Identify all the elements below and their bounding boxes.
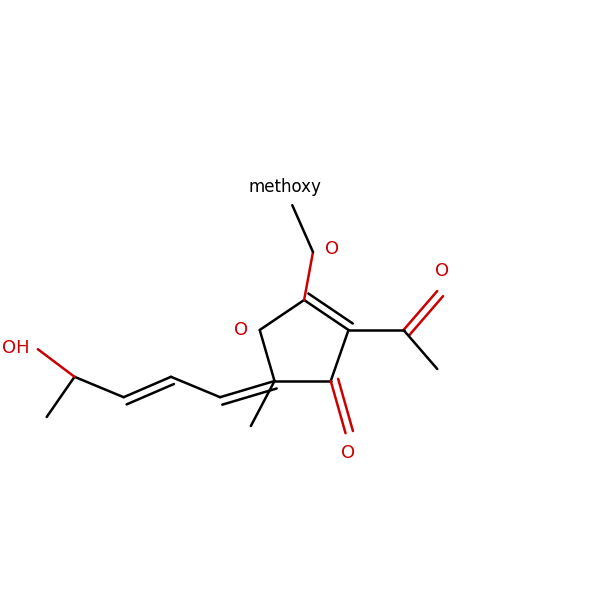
Text: O: O	[234, 321, 248, 339]
Text: O: O	[341, 444, 356, 462]
Text: OH: OH	[2, 339, 29, 357]
Text: O: O	[325, 240, 340, 258]
Text: methoxy: methoxy	[249, 178, 322, 196]
Text: O: O	[435, 262, 449, 280]
